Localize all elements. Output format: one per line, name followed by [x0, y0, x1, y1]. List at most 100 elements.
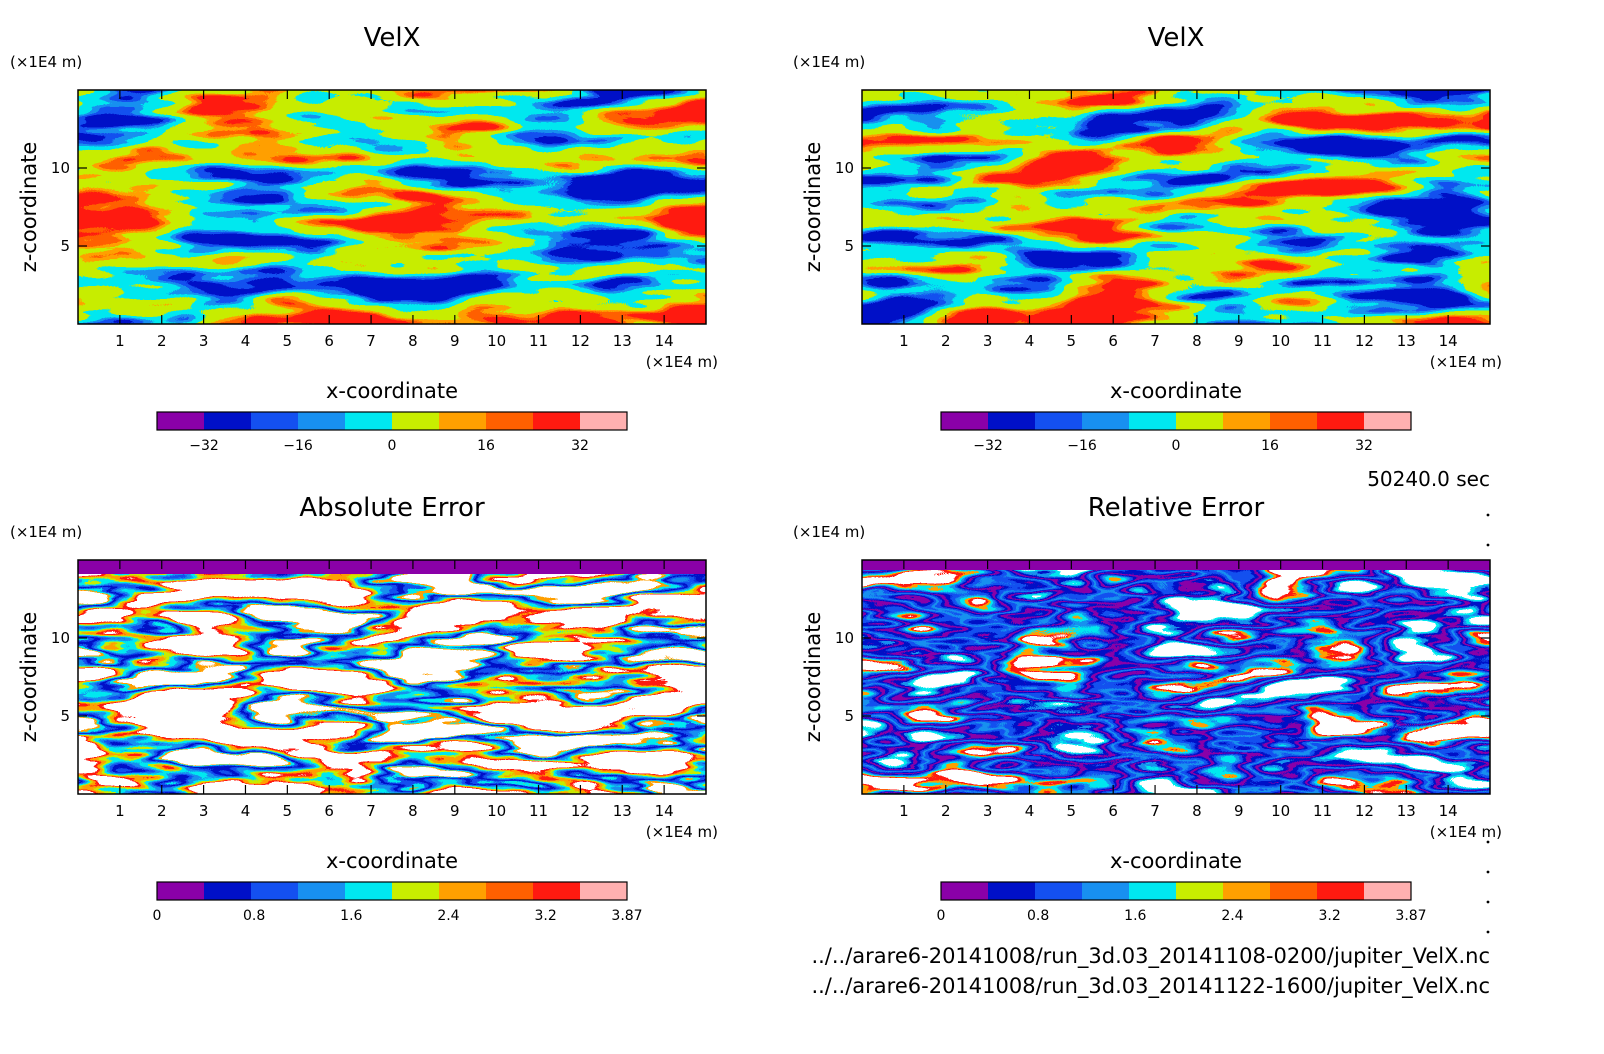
x-tick-label: 10 [487, 802, 506, 820]
panel-3-title: Absolute Error [299, 493, 485, 523]
colorbar-tick-label: −32 [973, 438, 1003, 454]
y-tick-label: 10 [51, 159, 70, 177]
colorbar-swatch [1364, 882, 1412, 900]
colorbar-swatch [1129, 882, 1177, 900]
panel-1-colorbar: −32 −16 0 16 32 [156, 411, 628, 454]
colorbar-swatch [204, 882, 252, 900]
colorbar-swatch [1176, 412, 1224, 430]
x-tick-label: 13 [613, 802, 632, 820]
file-path-1: ../../arare6-20141008/run_3d.03_20141108… [811, 944, 1490, 969]
colorbar-tick-label: −16 [283, 438, 313, 454]
colorbar-tick-label: 1.6 [340, 908, 362, 924]
x-tick-label: 7 [366, 332, 376, 350]
colorbar-swatch [941, 412, 989, 430]
x-tick-label: 10 [487, 332, 506, 350]
continuation-dots [1486, 513, 1490, 934]
x-tick-label: 1 [899, 802, 909, 820]
colorbar-swatch [251, 412, 299, 430]
panel-3-colorbar: 0 0.8 1.6 2.4 3.2 3.87 [153, 881, 643, 924]
x-tick-label: 4 [241, 802, 251, 820]
colorbar-tick-label: 3.2 [534, 908, 556, 924]
x-tick-label: 13 [1397, 802, 1416, 820]
x-tick-label: 9 [450, 332, 460, 350]
x-tick-label: 10 [1271, 332, 1290, 350]
x-tick-label: 4 [1025, 802, 1035, 820]
x-tick-label: 2 [941, 332, 951, 350]
colorbar-swatch [251, 882, 299, 900]
colorbar-swatch [1223, 412, 1271, 430]
panel-1-x-unit: (×1E4 m) [646, 353, 718, 371]
panel-1-frame [77, 89, 707, 325]
colorbar-swatch [1317, 882, 1365, 900]
colorbar-swatch [439, 412, 487, 430]
colorbar-swatch [345, 412, 393, 430]
colorbar-frame [156, 881, 628, 901]
panel-1-x-label: x-coordinate [326, 379, 458, 403]
y-tick-label: 5 [60, 707, 70, 725]
colorbar-swatch [1223, 882, 1271, 900]
x-tick-label: 12 [1355, 332, 1374, 350]
panel-2-y-label: z-coordinate [801, 142, 825, 273]
colorbar-swatch [1317, 412, 1365, 430]
panel-3-y-unit: (×1E4 m) [10, 523, 82, 541]
colorbar-tick-label: 3.87 [1395, 908, 1426, 924]
x-tick-label: 9 [1234, 802, 1244, 820]
x-tick-label: 3 [983, 332, 993, 350]
colorbar-swatch [1082, 412, 1130, 430]
colorbar-swatch [157, 882, 205, 900]
panel-1-y-unit: (×1E4 m) [10, 53, 82, 71]
colorbar-swatch [1129, 412, 1177, 430]
x-tick-label: 6 [1108, 802, 1118, 820]
panel-3-x-unit: (×1E4 m) [646, 823, 718, 841]
panel-1-y-label: z-coordinate [17, 142, 41, 273]
x-tick-label: 4 [241, 332, 251, 350]
x-tick-label: 12 [1355, 802, 1374, 820]
x-tick-label: 8 [408, 332, 418, 350]
colorbar-tick-label: 0.8 [243, 908, 265, 924]
x-tick-label: 7 [366, 802, 376, 820]
x-tick-label: 11 [1313, 332, 1332, 350]
x-tick-label: 4 [1025, 332, 1035, 350]
colorbar-swatch [439, 882, 487, 900]
x-tick-label: 6 [324, 802, 334, 820]
x-tick-label: 8 [1192, 802, 1202, 820]
colorbar-swatch [580, 412, 628, 430]
x-tick-label: 11 [529, 332, 548, 350]
x-tick-label: 14 [655, 802, 674, 820]
x-tick-label: 12 [571, 332, 590, 350]
panel-1-title: VelX [364, 23, 421, 53]
colorbar-swatch [533, 412, 581, 430]
x-tick-label: 7 [1150, 332, 1160, 350]
x-tick-label: 2 [157, 802, 167, 820]
y-tick-label: 10 [835, 629, 854, 647]
panel-2-title: VelX [1148, 23, 1205, 53]
x-tick-label: 14 [1439, 332, 1458, 350]
colorbar-tick-label: 0.8 [1027, 908, 1049, 924]
colorbar-swatch [1364, 412, 1412, 430]
x-tick-label: 12 [571, 802, 590, 820]
y-tick-label: 10 [51, 629, 70, 647]
x-tick-label: 13 [613, 332, 632, 350]
colorbar-frame [940, 881, 1412, 901]
colorbar-swatch [988, 412, 1036, 430]
colorbar-swatch [941, 882, 989, 900]
x-tick-label: 10 [1271, 802, 1290, 820]
y-tick-label: 10 [835, 159, 854, 177]
colorbar-swatch [1176, 882, 1224, 900]
colorbar-tick-label: −16 [1067, 438, 1097, 454]
panel-4-frame [861, 559, 1491, 795]
panel-3-y-label: z-coordinate [17, 612, 41, 743]
panel-2-field [862, 90, 1490, 324]
colorbar-tick-label: 0 [1172, 438, 1181, 454]
x-tick-label: 9 [1234, 332, 1244, 350]
panel-4-field [862, 560, 1490, 794]
colorbar-swatch [1082, 882, 1130, 900]
panel-2-x-unit: (×1E4 m) [1430, 353, 1502, 371]
x-tick-label: 3 [983, 802, 993, 820]
colorbar-swatch [345, 882, 393, 900]
colorbar-swatch [298, 412, 346, 430]
